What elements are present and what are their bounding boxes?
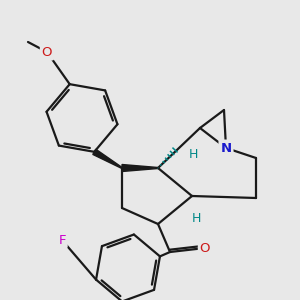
Text: O: O (200, 242, 210, 254)
Text: N: N (220, 142, 232, 154)
Polygon shape (93, 149, 122, 168)
Text: O: O (42, 46, 52, 59)
Text: F: F (58, 233, 66, 247)
Text: H: H (188, 148, 198, 160)
Polygon shape (122, 164, 158, 172)
Text: H: H (191, 212, 201, 224)
